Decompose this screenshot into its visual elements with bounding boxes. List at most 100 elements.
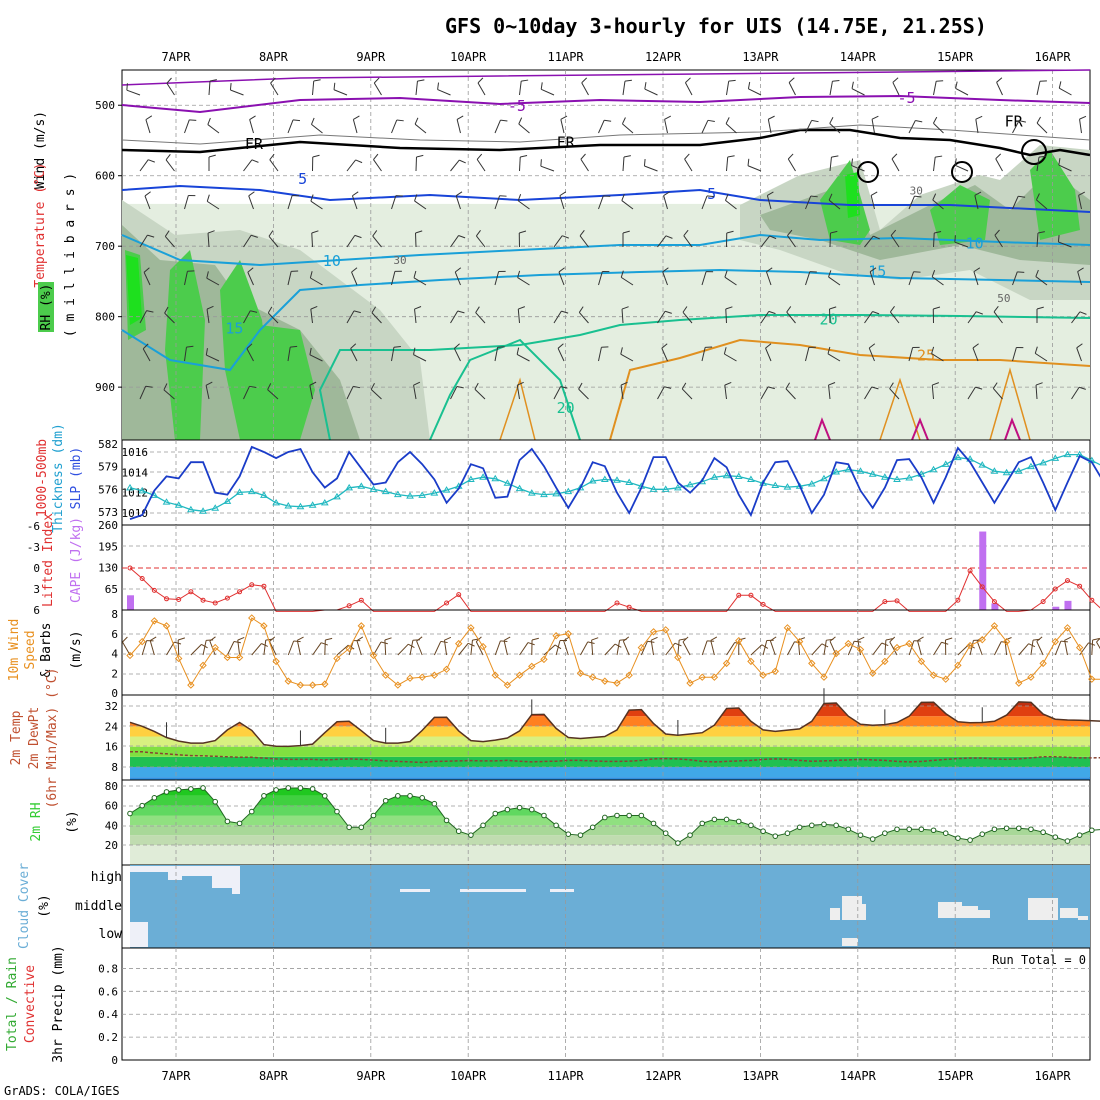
temp-panel: 8 16 24 32 2m Temp 2m DewPt (6hr Min/Max) (°C) <box>9 668 1100 808</box>
cloud-middle-region <box>962 906 978 918</box>
y-axis-label-part: 2m DewPt <box>27 707 42 770</box>
bottom-date-label: 8APR <box>259 1069 289 1083</box>
wind-barb-feather <box>520 155 528 158</box>
thickness-point <box>540 490 548 498</box>
wind-barb <box>310 277 323 286</box>
wind-barb <box>1071 386 1080 400</box>
rh2m-point <box>784 830 791 837</box>
cloud-middle-region <box>830 908 840 920</box>
cloud-middle-region <box>1028 898 1058 920</box>
lifted-index-point <box>748 592 754 598</box>
wind-barb <box>1012 271 1018 286</box>
cape-panel: -6 -3 0 3 6 65 130 195 260 Lifted Index CAPE (J/kg… <box>27 513 1100 617</box>
thickness-point <box>649 485 658 492</box>
y-axis-label-part: Lifted Index <box>41 513 56 607</box>
lifted-index-point <box>967 568 973 574</box>
wind-barb <box>141 640 148 656</box>
lifted-index-point <box>955 597 961 603</box>
wind-barb <box>811 643 823 656</box>
y-axis-label: Speed <box>23 630 38 669</box>
cape-bar <box>1052 606 1060 610</box>
wind-barb <box>246 348 254 362</box>
thickness-point <box>600 475 609 483</box>
wind-barb-feather <box>311 230 319 234</box>
wind-speed-point <box>868 669 877 677</box>
thickness-point <box>126 483 134 491</box>
wind-speed-point <box>491 671 499 679</box>
thickness-point <box>211 504 220 511</box>
wind-barb-feather <box>954 235 956 243</box>
wind-speed-point <box>771 667 779 675</box>
thickness-point <box>856 467 865 474</box>
wind-barb <box>644 165 658 172</box>
thickness-point <box>1051 454 1060 461</box>
wind-barb <box>616 640 621 656</box>
y-tick-label: 0.6 <box>98 985 118 998</box>
rh2m-point <box>224 818 231 825</box>
wind-barb <box>476 159 486 172</box>
thickness-point <box>162 498 171 505</box>
wind-barb <box>578 312 589 324</box>
wind-barb-feather <box>475 230 481 237</box>
wind-barb <box>350 348 358 362</box>
wind-barb-feather <box>455 191 463 197</box>
wind-barb <box>310 309 313 324</box>
wind-barb <box>908 640 915 656</box>
wind-barb <box>226 641 235 656</box>
wind-speed-point <box>235 653 244 662</box>
top-date-label: 12APR <box>645 50 682 64</box>
wind-barb-feather <box>205 348 208 356</box>
rh2m-point <box>930 827 937 834</box>
lifted-index-point <box>164 596 170 602</box>
wind-barb <box>869 271 875 286</box>
wind-barb <box>164 312 175 324</box>
wind-barb <box>296 640 301 656</box>
wind-barb <box>644 88 658 96</box>
wind-barb-feather <box>1018 120 1027 123</box>
wind-barb-feather <box>821 643 829 648</box>
wind-barb <box>955 87 969 96</box>
wind-speed-point <box>333 654 341 663</box>
wind-barb <box>908 195 915 210</box>
wind-barb-feather <box>1037 231 1045 234</box>
cloud-high-region <box>400 889 430 892</box>
wind-barb-feather <box>380 641 388 645</box>
thickness-point <box>503 479 512 486</box>
temp-contour-10 <box>121 233 1091 267</box>
wind-barb <box>311 232 313 248</box>
wind-barb-feather <box>456 115 464 120</box>
y-tick-label: 0.8 <box>98 962 118 975</box>
contour-label: FR <box>245 135 264 153</box>
wind-speed-point <box>430 671 439 679</box>
wind-barb <box>787 235 796 248</box>
rh2m-point <box>358 824 365 831</box>
bottom-date-labels: 7APR 8APR 9APR 10APR 11APR 12APR 13APR 14APR 15A… <box>162 1069 1072 1083</box>
wind-barb-feather <box>1064 636 1072 641</box>
wind-barb <box>622 81 626 96</box>
wind-barb <box>373 82 382 96</box>
wind-barb <box>769 640 776 656</box>
wind-barb <box>829 641 837 656</box>
wind-barb <box>1030 640 1034 656</box>
wind-barb <box>786 311 796 324</box>
wind-barb-feather <box>725 117 730 124</box>
thickness-point <box>223 497 232 504</box>
wind-barb-feather <box>503 636 511 641</box>
y-tick-label: 700 <box>95 240 115 253</box>
wind-barb <box>889 388 900 400</box>
rh2m-point <box>833 822 839 829</box>
wind-barb <box>677 640 680 656</box>
wind-speed-point <box>1063 624 1072 632</box>
wind-barb <box>908 347 914 362</box>
top-date-label: 10APR <box>450 50 487 64</box>
wind-barb-feather <box>373 153 379 160</box>
wind-barb <box>992 388 1003 400</box>
wind-barb-feather <box>145 385 153 388</box>
wind-barb <box>312 642 322 656</box>
y-axis-label-part: (%) <box>65 810 80 833</box>
wind-barb <box>931 385 934 400</box>
wind-barb-feather <box>684 153 690 160</box>
y-tick-label: 65 <box>105 583 118 596</box>
wind-barb-feather <box>517 194 522 201</box>
